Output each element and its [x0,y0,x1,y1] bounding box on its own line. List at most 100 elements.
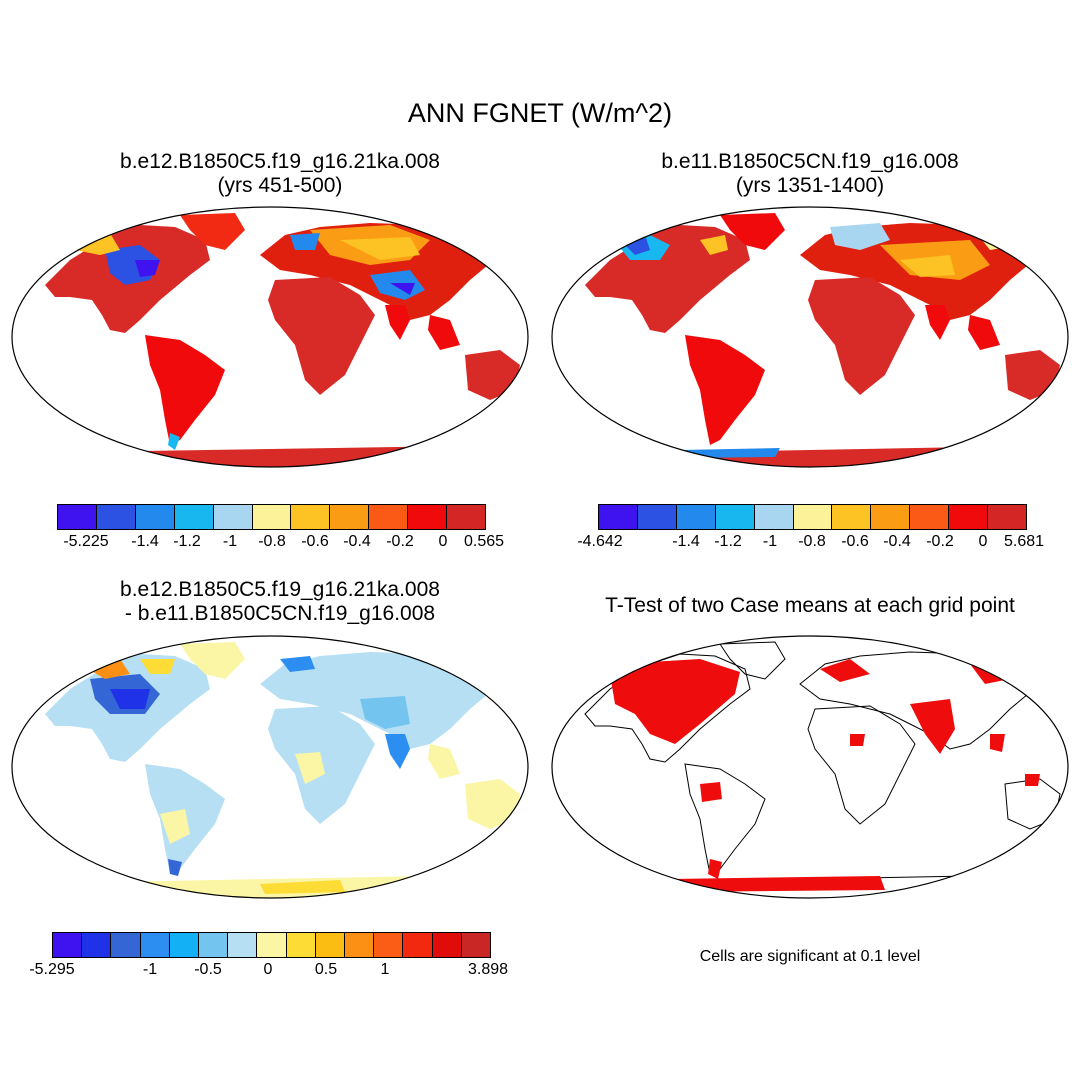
colorbar-tick-label: 0 [263,961,273,978]
colorbar-tick-label: -1.2 [173,533,201,550]
colorbar-swatch [832,505,872,529]
colorbar-tick-label: 5.681 [1003,533,1045,550]
colorbar-swatch [315,933,346,957]
panel-title-line2: (yrs 451-500) [217,174,343,197]
colorbar-swatch [96,505,136,529]
colorbar-swatch [82,933,112,957]
colorbar-tick-label: -5.225 [63,533,109,550]
land-south-america [145,335,225,445]
land-se-asia [428,315,460,350]
colorbar-tick-label: -0.2 [926,533,954,550]
land-greenland [180,642,245,679]
colorbar-tick-label: -0.6 [841,533,869,550]
land-eurasia [260,223,490,320]
colorbar-tick-label: 3.898 [467,961,509,978]
colorbar-tick-label: -4.642 [577,533,623,550]
colorbar-swatch [53,933,83,957]
colorbar-tick-label: 0 [438,533,448,550]
colorbar-swatch [403,933,433,957]
panel-title-line1: b.e12.B1850C5.f19_g16.21ka.008 [120,578,440,601]
panel-title-case2: b.e11.B1850C5CN.f19_g16.008 (yrs 1351-14… [540,150,1080,198]
colorbar-tick-label: -0.8 [258,533,286,550]
panel-title-line2: (yrs 1351-1400) [735,174,885,197]
colorbar-swatch [949,505,989,529]
land-greenland [180,213,245,250]
colorbar-tick-label: -0.6 [301,533,329,550]
panel-title-ttest: T-Test of two Case means at each grid po… [605,594,1015,617]
coast-australia [1004,778,1061,830]
colorbar-swatch [213,505,253,529]
colorbar-tick-label: -1 [222,533,238,550]
land-greenland [720,213,785,250]
colorbar-tick-label: -0.4 [883,533,911,550]
land-south-america [685,335,765,445]
colorbar-swatch [461,933,491,957]
colorbar-tick-label: -1.2 [714,533,742,550]
panel-title-line1: b.e12.B1850C5.f19_g16.21ka.008 [120,150,440,173]
colorbar-swatch [135,505,175,529]
colorbar-swatch [169,933,200,957]
coast-africa [807,705,916,825]
colorbar-swatch [871,505,911,529]
colorbar-tick-label: -1.4 [131,533,159,550]
land-india [385,305,410,340]
colorbar-swatch [910,505,950,529]
colorbar-swatch [140,933,170,957]
colorbar-swatch [432,933,462,957]
colorbar-tick-label: -0.8 [798,533,826,550]
colorbar-swatch [754,505,794,529]
colorbar-swatch [369,505,409,529]
colorbar-swatch [374,933,404,957]
colorbar-tick-label: -1.4 [672,533,700,550]
colorbar-swatch [286,933,316,957]
figure-title: ANN FGNET (W/m^2) [407,98,673,128]
colorbar-swatch [345,933,375,957]
colorbar-tick-label: 0 [978,533,988,550]
coast-greenland [719,641,786,680]
land-africa [808,277,915,395]
colorbar-tick-label: -1 [142,961,158,978]
colorbar-swatch [637,505,677,529]
map-ttest [551,635,1069,899]
colorbar-swatch [228,933,258,957]
colorbar-swatch [58,505,97,529]
colorbar-swatch [408,505,448,529]
panel-title-line2: - b.e11.B1850C5CN.f19_g16.008 [124,602,436,625]
panel-title-line1: b.e11.B1850C5CN.f19_g16.008 [661,150,959,173]
land-australia [465,779,520,829]
land-se-asia [968,315,1000,350]
colorbar-case2 [598,504,1027,530]
colorbar-swatch [174,505,214,529]
colorbar-tick-label: 0.565 [463,533,505,550]
colorbar-tick-label: -1 [762,533,778,550]
land-australia [465,350,520,400]
colorbar-swatch [676,505,716,529]
colorbar-tick-label: 0.5 [314,961,338,978]
colorbar-tick-label: -0.5 [194,961,222,978]
colorbar-swatch [330,505,370,529]
land-africa [268,277,375,395]
colorbar-swatch [715,505,755,529]
colorbar-case1 [57,504,486,530]
land-india [925,305,950,340]
land-india [385,734,410,769]
map-case1 [11,206,529,468]
coast-south-america [684,763,766,875]
land-se-asia [428,744,460,779]
colorbar-swatch [257,933,287,957]
colorbar-swatch [793,505,833,529]
colorbar-difference [52,932,491,958]
colorbar-swatch [447,505,485,529]
coast-eurasia [799,651,1031,750]
colorbar-swatch [599,505,638,529]
panel-title-case1: b.e12.B1850C5.f19_g16.21ka.008 (yrs 451-… [20,150,540,198]
colorbar-swatch [199,933,229,957]
colorbar-tick-label: -0.4 [343,533,371,550]
land-australia [1005,350,1060,400]
colorbar-tick-label: 1 [380,961,390,978]
panel-title-difference: b.e12.B1850C5.f19_g16.21ka.008 - b.e11.B… [20,578,540,626]
land-antarctica [12,445,528,467]
colorbar-swatch [988,505,1026,529]
map-case2 [551,206,1069,468]
colorbar-swatch [111,933,141,957]
